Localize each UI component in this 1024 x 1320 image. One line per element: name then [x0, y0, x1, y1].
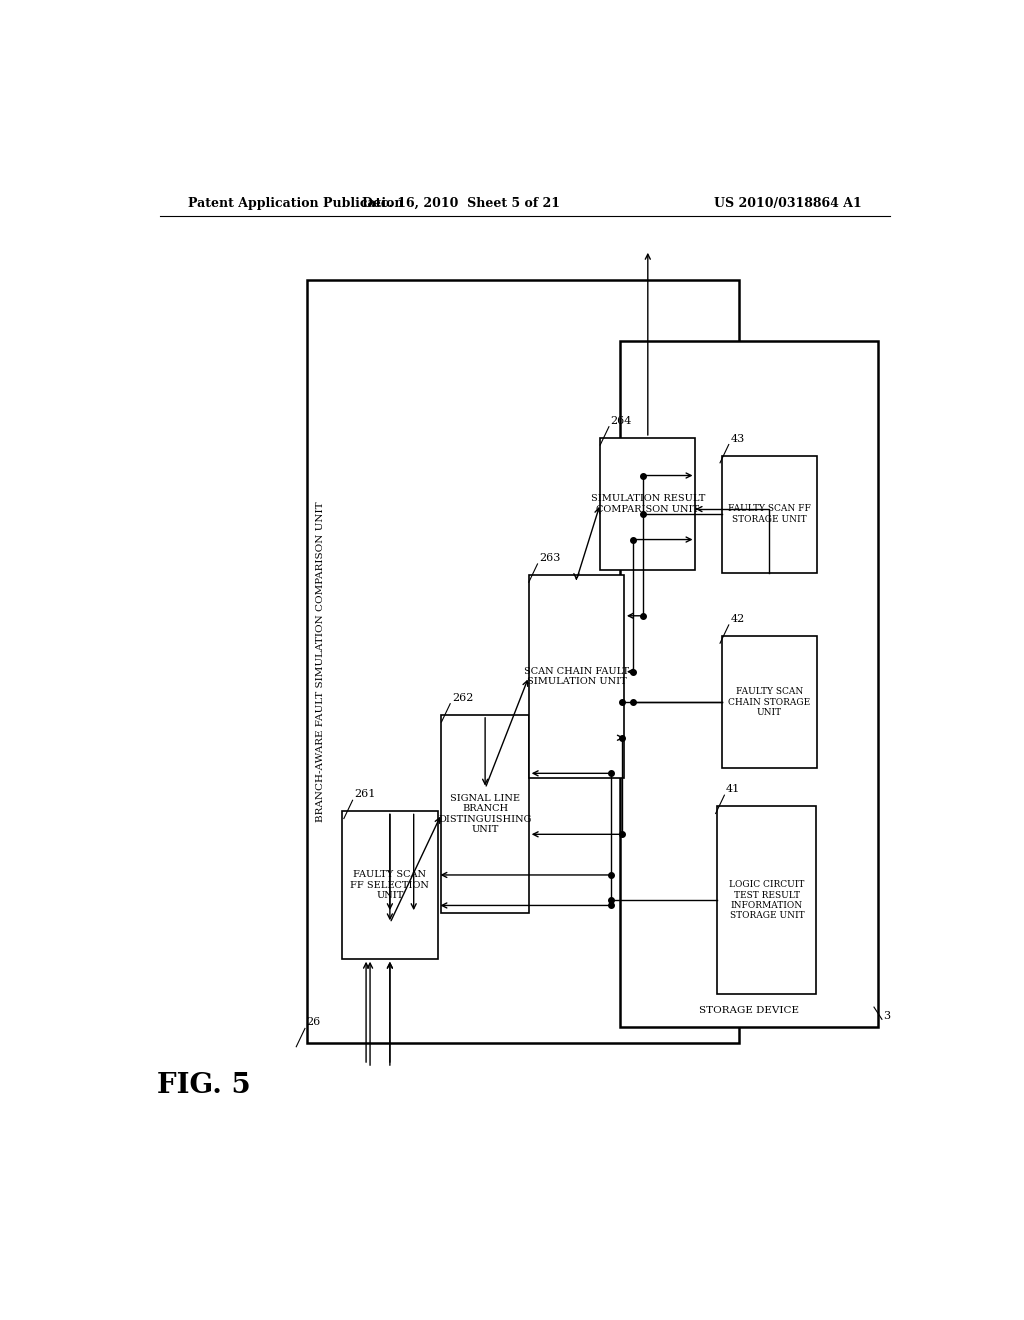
FancyBboxPatch shape: [306, 280, 739, 1043]
Text: 264: 264: [610, 416, 632, 426]
Text: FAULTY SCAN FF
STORAGE UNIT: FAULTY SCAN FF STORAGE UNIT: [728, 504, 811, 524]
Text: FAULTY SCAN
FF SELECTION
UNIT: FAULTY SCAN FF SELECTION UNIT: [350, 870, 429, 900]
Text: 3: 3: [884, 1011, 891, 1022]
Text: STORAGE DEVICE: STORAGE DEVICE: [699, 1006, 799, 1015]
Text: 262: 262: [452, 693, 473, 702]
Text: FAULTY SCAN
CHAIN STORAGE
UNIT: FAULTY SCAN CHAIN STORAGE UNIT: [728, 688, 810, 717]
FancyBboxPatch shape: [600, 438, 695, 570]
Text: US 2010/0318864 A1: US 2010/0318864 A1: [715, 197, 862, 210]
Text: BRANCH-AWARE FAULT SIMULATION COMPARISON UNIT: BRANCH-AWARE FAULT SIMULATION COMPARISON…: [316, 502, 326, 822]
FancyBboxPatch shape: [717, 807, 816, 994]
Text: FIG. 5: FIG. 5: [157, 1072, 250, 1098]
FancyBboxPatch shape: [441, 715, 528, 913]
Text: 41: 41: [726, 784, 740, 795]
Text: SCAN CHAIN FAULT
SIMULATION UNIT: SCAN CHAIN FAULT SIMULATION UNIT: [524, 667, 629, 686]
FancyBboxPatch shape: [722, 455, 817, 573]
FancyBboxPatch shape: [528, 576, 624, 779]
FancyBboxPatch shape: [342, 812, 437, 958]
Text: SIGNAL LINE
BRANCH
DISTINGUISHING
UNIT: SIGNAL LINE BRANCH DISTINGUISHING UNIT: [438, 793, 531, 834]
Text: Dec. 16, 2010  Sheet 5 of 21: Dec. 16, 2010 Sheet 5 of 21: [362, 197, 560, 210]
Text: 263: 263: [539, 553, 560, 562]
Text: 26: 26: [306, 1018, 321, 1027]
Text: 261: 261: [354, 789, 376, 799]
Text: 42: 42: [730, 614, 744, 624]
Text: LOGIC CIRCUIT
TEST RESULT
INFORMATION
STORAGE UNIT: LOGIC CIRCUIT TEST RESULT INFORMATION ST…: [729, 880, 805, 920]
Text: 43: 43: [730, 433, 744, 444]
Text: SIMULATION RESULT
COMPARISON UNIT: SIMULATION RESULT COMPARISON UNIT: [591, 494, 705, 513]
FancyBboxPatch shape: [620, 342, 878, 1027]
Text: Patent Application Publication: Patent Application Publication: [187, 197, 403, 210]
FancyBboxPatch shape: [722, 636, 817, 768]
